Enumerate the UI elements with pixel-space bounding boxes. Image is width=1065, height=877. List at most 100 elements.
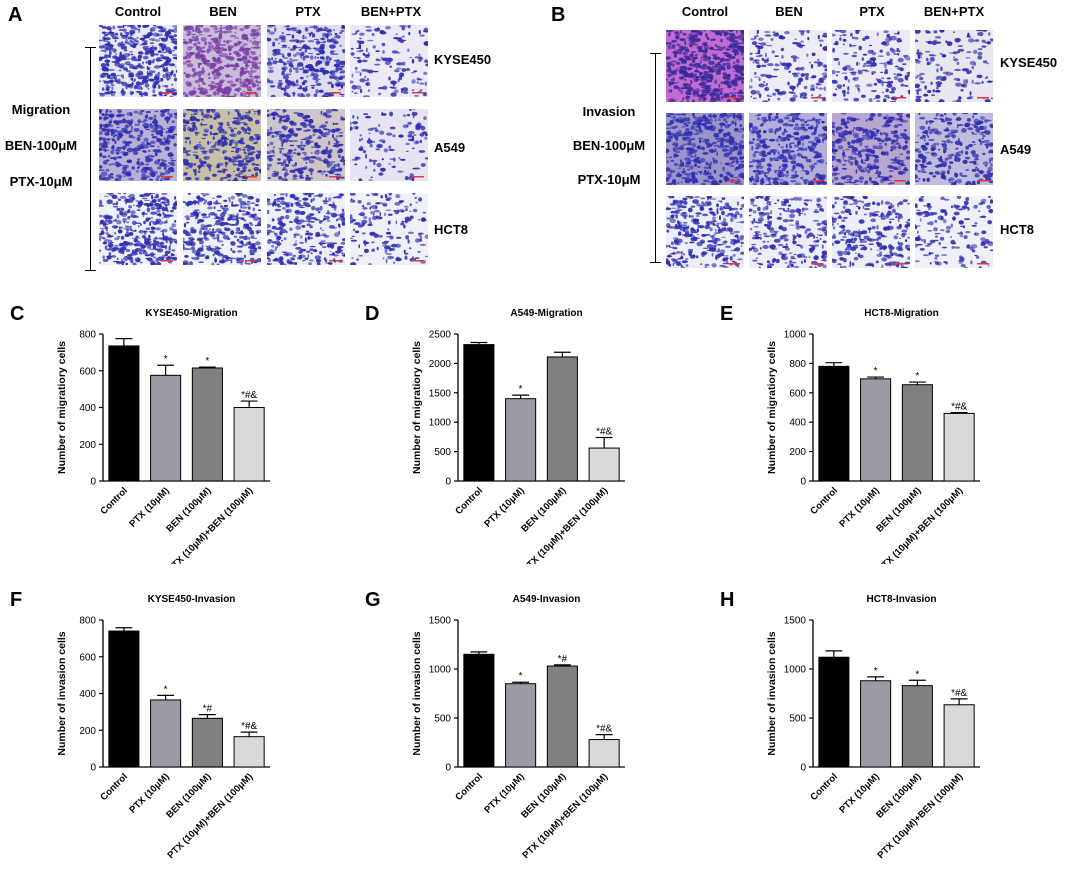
micrograph-kyse450-4 <box>350 25 428 97</box>
bar <box>547 357 577 481</box>
column-header-ben: BEN <box>747 4 831 19</box>
bar <box>902 686 932 767</box>
x-tick-label: PTX (10μM)+BEN (100μM) <box>166 771 256 861</box>
significance-label: * <box>164 684 168 695</box>
bar <box>464 345 494 481</box>
x-tick-label: Control <box>808 771 840 803</box>
row-label-a549: A549 <box>434 140 465 155</box>
micrograph-a549-4 <box>350 109 428 181</box>
panel-letter: D <box>365 303 379 325</box>
bar <box>861 681 891 767</box>
x-tick-label: PTX (10μM) <box>837 485 881 529</box>
y-tick-label: 0 <box>445 763 451 774</box>
y-tick-label: 0 <box>800 477 806 488</box>
micrograph-kyse450-4 <box>915 30 993 102</box>
bar <box>151 375 181 481</box>
significance-label: * <box>519 384 523 395</box>
y-tick-label: 200 <box>79 440 96 451</box>
side-label-ben-dose: BEN-100μM <box>0 138 96 153</box>
side-label-ptx-dose: PTX-10μM <box>0 174 96 189</box>
micrograph-hct8-4 <box>915 196 993 268</box>
micrograph-kyse450-2 <box>183 25 261 97</box>
x-tick-label: Control <box>98 485 130 517</box>
y-tick-label: 500 <box>434 447 451 458</box>
micrograph-hct8-2 <box>183 193 261 265</box>
bar-chart-e: E HCT8-Migration Number of migratiory cell… <box>710 296 1065 569</box>
bar <box>819 657 849 767</box>
chart-title: KYSE450-Invasion <box>148 594 236 605</box>
chart-title: HCT8-Migration <box>864 308 938 319</box>
side-label-assay: Migration <box>0 102 96 117</box>
micrograph-a549-2 <box>749 113 827 185</box>
significance-label: *#& <box>596 426 612 437</box>
significance-label: *# <box>203 704 213 715</box>
y-tick-label: 400 <box>79 689 96 700</box>
y-tick-label: 0 <box>445 477 451 488</box>
bar <box>861 379 891 481</box>
bar <box>506 399 536 481</box>
bar <box>151 700 181 767</box>
row-label-kyse450: KYSE450 <box>1000 55 1057 70</box>
y-tick-label: 2500 <box>429 330 452 341</box>
significance-label: *#& <box>596 724 612 735</box>
row-bracket <box>90 47 91 271</box>
y-tick-label: 1000 <box>429 665 452 676</box>
row-label-a549: A549 <box>1000 142 1031 157</box>
bar <box>589 740 619 767</box>
x-tick-label: Control <box>808 485 840 517</box>
y-axis-label: Number of invasion cells <box>766 631 778 755</box>
y-axis-label: Number of invasion cells <box>411 631 423 755</box>
panel-letter: G <box>365 589 381 611</box>
y-axis-label: Number of migratiory cells <box>766 341 778 474</box>
bar <box>819 366 849 481</box>
side-label-assay: Invasion <box>554 104 664 119</box>
bar <box>944 413 974 481</box>
x-tick-label: Control <box>98 771 130 803</box>
significance-label: *# <box>558 654 568 665</box>
significance-label: *#& <box>241 721 257 732</box>
chart-title: A549-Invasion <box>513 594 581 605</box>
row-label-kyse450: KYSE450 <box>434 52 491 67</box>
y-tick-label: 200 <box>789 447 806 458</box>
y-tick-label: 1500 <box>429 388 452 399</box>
micrograph-kyse450-2 <box>749 30 827 102</box>
x-tick-label: PTX (10μM) <box>482 485 526 529</box>
micrograph-kyse450-3 <box>267 25 345 97</box>
panel-letter: E <box>720 303 733 325</box>
micrograph-a549-3 <box>267 109 345 181</box>
row-bracket <box>655 53 656 263</box>
x-tick-label: PTX (10μM) <box>127 485 171 529</box>
bar-chart-g: G A549-Invasion Number of invasion cells 0 5… <box>355 582 710 877</box>
y-tick-label: 800 <box>789 359 806 370</box>
bar <box>944 705 974 767</box>
micrograph-hct8-3 <box>832 196 910 268</box>
row-label-hct8: HCT8 <box>1000 222 1034 237</box>
bar <box>547 666 577 767</box>
significance-label: * <box>164 354 168 365</box>
column-header-control: Control <box>96 4 180 19</box>
bar <box>192 368 222 481</box>
side-label-ben-dose: BEN-100μM <box>554 138 664 153</box>
chart-title: A549-Migration <box>510 308 582 319</box>
panel-letter: C <box>10 303 24 325</box>
y-tick-label: 1500 <box>429 616 452 627</box>
micrograph-kyse450-1 <box>99 25 177 97</box>
y-axis-label: Number of migratiory cells <box>56 341 68 474</box>
significance-label: * <box>874 366 878 377</box>
bar <box>506 684 536 767</box>
x-tick-label: PTX (10μM) <box>127 771 171 815</box>
bar <box>464 654 494 767</box>
row-label-hct8: HCT8 <box>434 222 468 237</box>
column-header-ptx: PTX <box>266 4 350 19</box>
y-axis-label: Number of migratiory cells <box>411 341 423 474</box>
y-tick-label: 800 <box>79 330 96 341</box>
panel-letter-a: A <box>8 4 22 27</box>
bar <box>589 448 619 481</box>
bar <box>234 737 264 767</box>
significance-label: *#& <box>951 402 967 413</box>
y-tick-label: 500 <box>434 714 451 725</box>
bar <box>109 346 139 481</box>
